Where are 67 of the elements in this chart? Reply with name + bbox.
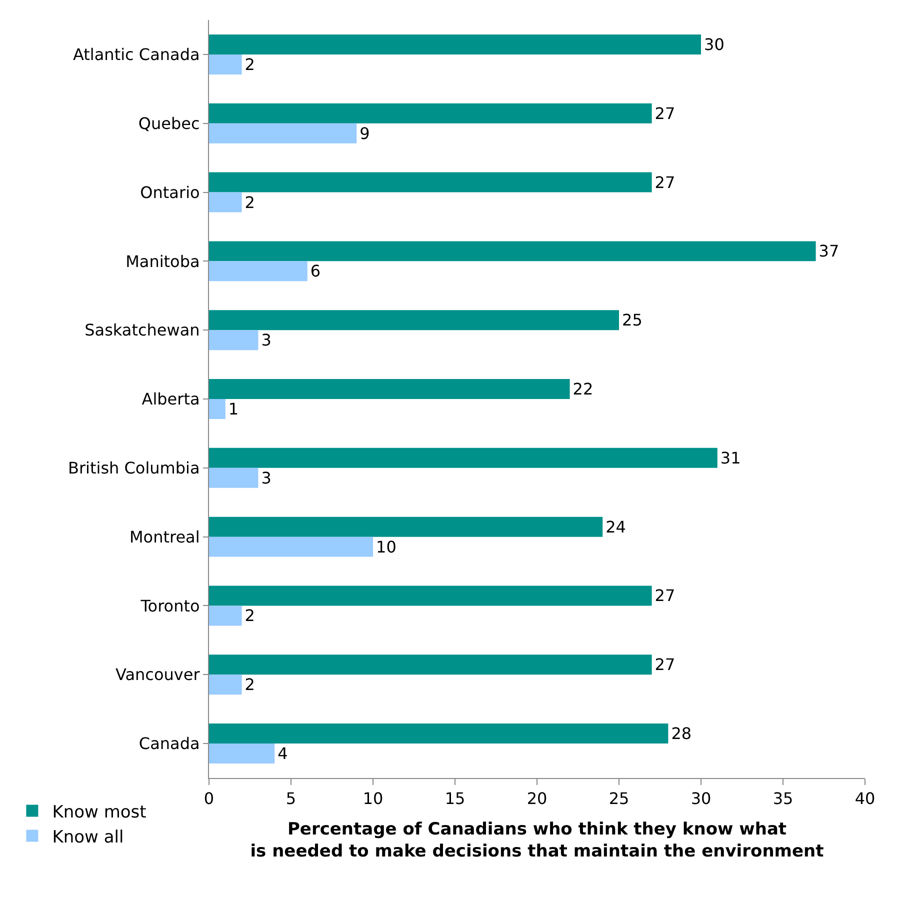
data-label: 10: [376, 537, 396, 556]
data-label: 2: [244, 54, 255, 74]
data-label: 28: [671, 724, 692, 744]
y-tick-label: Vancouver: [116, 665, 200, 684]
data-label: 27: [654, 104, 676, 123]
bar: [209, 724, 668, 744]
data-label: 22: [572, 380, 594, 399]
bar: [209, 192, 242, 212]
bar: [209, 379, 570, 399]
bar: [209, 103, 652, 124]
data-label: 30: [704, 34, 724, 54]
data-label: 24: [606, 517, 626, 536]
bar: [209, 172, 652, 192]
x-tick-label: 10: [362, 789, 384, 808]
y-tick-label: Saskatchewan: [84, 320, 200, 340]
data-label: 3: [261, 330, 272, 350]
y-tick-label: Atlantic Canada: [72, 45, 200, 64]
data-label: 4: [278, 744, 288, 764]
bar: [209, 399, 226, 419]
bar: [209, 261, 308, 282]
bar: [209, 516, 603, 537]
bar: [209, 468, 258, 488]
bar: [209, 586, 652, 606]
data-label: 25: [622, 310, 642, 330]
data-label: 31: [720, 448, 741, 468]
y-tick-label: Quebec: [138, 114, 200, 133]
data-label: 9: [360, 124, 370, 143]
bar: [209, 310, 619, 330]
y-tick-label: Manitoba: [126, 252, 200, 271]
y-tick-label: Toronto: [140, 596, 200, 616]
y-tick-label: Ontario: [140, 182, 200, 202]
bar: [209, 536, 373, 557]
data-label: 27: [654, 655, 676, 674]
x-tick-label: 40: [854, 789, 876, 808]
x-axis-title: Percentage of Canadians who think they know what is needed to make decisions that maintain the environment: [250, 820, 824, 862]
y-tick-label: Canada: [138, 734, 200, 754]
data-label: 6: [310, 262, 321, 281]
y-tick-label: Montreal: [129, 527, 200, 546]
data-label: 27: [654, 586, 676, 606]
y-tick-label: British Columbia: [68, 458, 200, 478]
legend-label: Know most: [52, 802, 147, 822]
bar: [209, 54, 242, 74]
data-label: 2: [244, 192, 255, 212]
bar: [209, 448, 718, 468]
bar: [209, 34, 701, 54]
legend-label: Know all: [52, 827, 124, 848]
x-tick-label: 35: [772, 789, 794, 808]
data-label: 37: [818, 242, 840, 261]
data-label: 27: [654, 172, 676, 192]
bar: [209, 123, 357, 144]
data-label: 2: [244, 606, 255, 626]
bar: [209, 674, 242, 695]
bar: [209, 330, 258, 350]
bar: [209, 606, 242, 626]
x-tick-label: 0: [204, 789, 214, 808]
x-tick-label: 20: [526, 789, 548, 808]
data-label: 1: [228, 399, 239, 418]
x-tick-label: 15: [444, 789, 466, 808]
data-label: 3: [261, 468, 272, 488]
data-label: 2: [244, 675, 255, 694]
x-tick-label: 25: [608, 789, 630, 808]
y-tick-label: Alberta: [142, 390, 200, 409]
bar: [209, 654, 652, 675]
bar: [209, 241, 816, 262]
x-tick-label: 30: [690, 789, 712, 808]
x-tick-label: 5: [286, 789, 296, 808]
bar: [209, 744, 275, 764]
